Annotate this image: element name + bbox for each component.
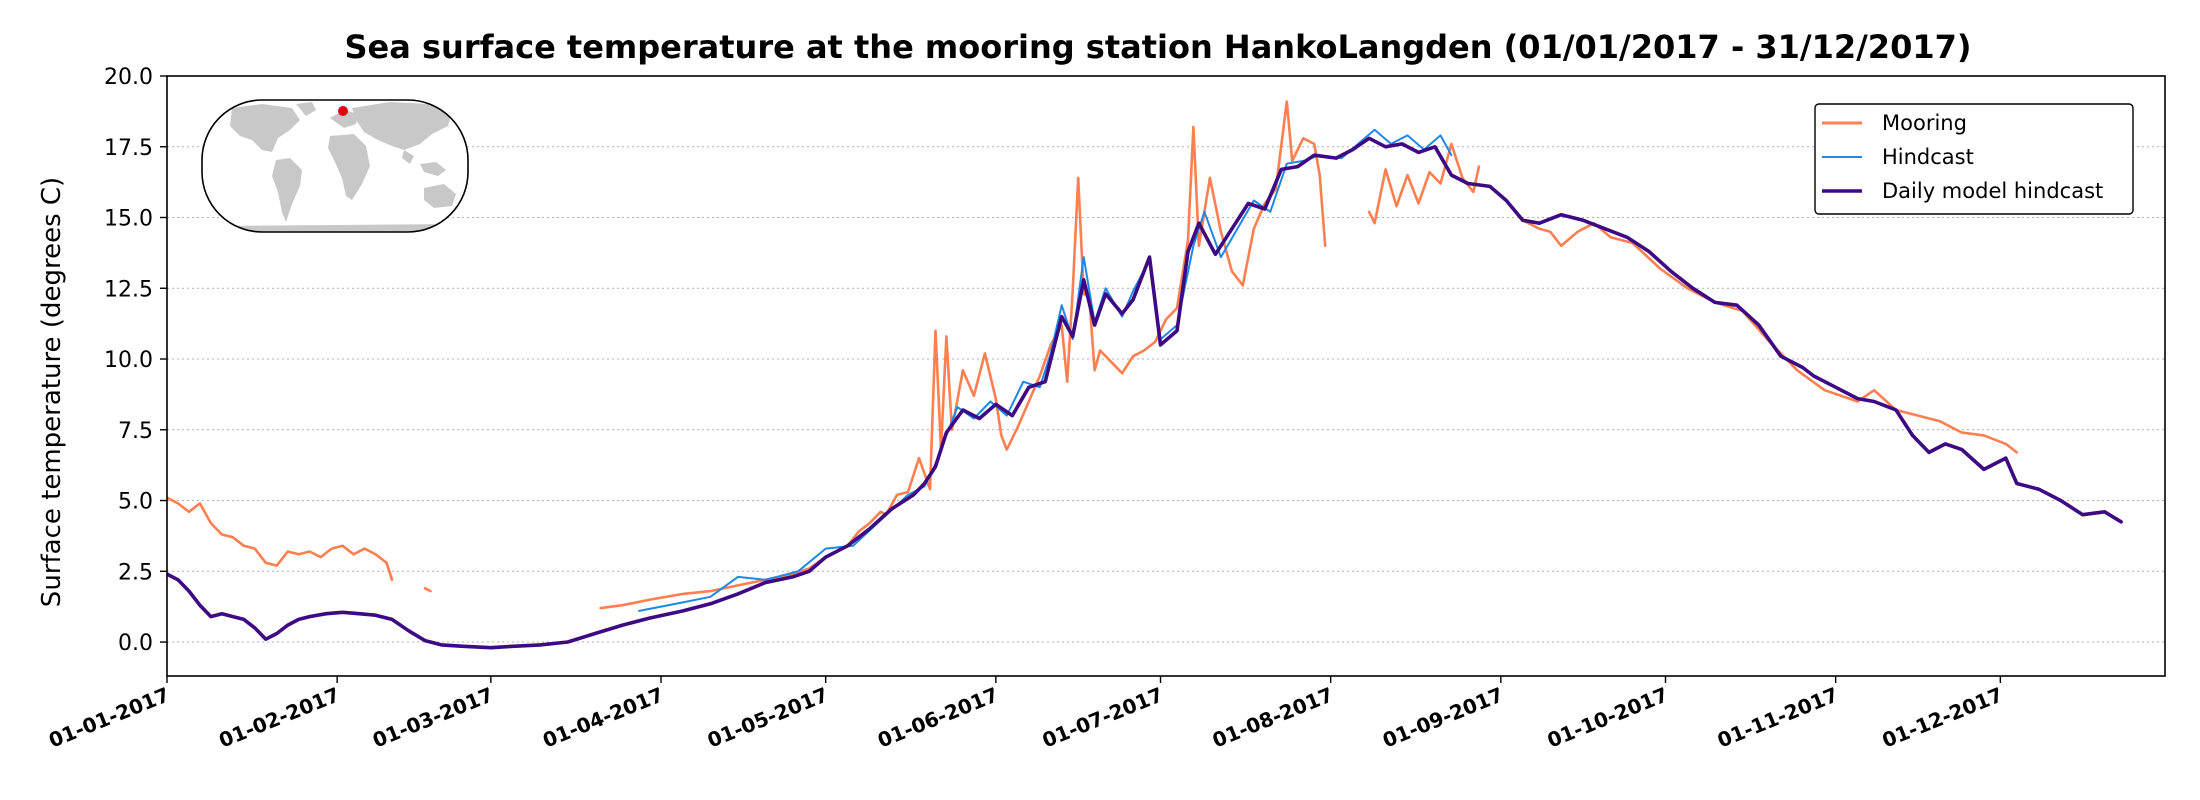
y-tick-label: 7.5 bbox=[118, 419, 153, 444]
chart-title: Sea surface temperature at the mooring s… bbox=[345, 28, 1972, 66]
x-tick-label: 01-09-2017 bbox=[1379, 682, 1507, 752]
y-tick-label: 20.0 bbox=[104, 65, 153, 90]
y-tick-label: 2.5 bbox=[118, 560, 153, 585]
x-tick-label: 01-01-2017 bbox=[45, 682, 173, 752]
y-axis-label: Surface temperature (degrees C) bbox=[37, 177, 67, 607]
world-map-inset bbox=[201, 99, 469, 233]
x-tick-label: 01-11-2017 bbox=[1714, 682, 1842, 752]
series-layer bbox=[167, 100, 2123, 650]
legend-label-daily-model-hindcast: Daily model hindcast bbox=[1882, 179, 2103, 203]
x-tick-label: 01-10-2017 bbox=[1544, 682, 1672, 752]
x-tick-label: 01-05-2017 bbox=[704, 682, 832, 752]
x-tick-label: 01-03-2017 bbox=[369, 682, 497, 752]
station-marker bbox=[338, 106, 348, 116]
x-tick-label: 01-02-2017 bbox=[215, 682, 343, 752]
y-tick-label: 5.0 bbox=[118, 490, 153, 515]
y-tick-label: 17.5 bbox=[104, 136, 153, 161]
series-line-daily-model-hindcast bbox=[167, 136, 2123, 650]
plot-frame bbox=[166, 75, 2166, 677]
series-line-mooring bbox=[1367, 142, 1481, 225]
legend-box bbox=[1814, 103, 2134, 215]
y-tick-label: 15.0 bbox=[104, 207, 153, 232]
x-tick-label: 01-08-2017 bbox=[1209, 682, 1337, 752]
legend-label-hindcast: Hindcast bbox=[1882, 145, 1974, 169]
legend-label-mooring: Mooring bbox=[1882, 111, 1967, 135]
series-line-mooring bbox=[1521, 219, 2019, 454]
series-line-mooring bbox=[167, 496, 394, 582]
x-tick-label: 01-12-2017 bbox=[1879, 682, 2007, 752]
series-line-mooring bbox=[423, 587, 432, 593]
x-tick-label: 01-06-2017 bbox=[874, 682, 1002, 752]
y-tick-label: 10.0 bbox=[104, 348, 153, 373]
y-axis-ticks: 0.0 2.5 5.0 7.5 10.0 12.5 15.0 17.5 20.0 bbox=[104, 65, 167, 656]
x-tick-label: 01-04-2017 bbox=[539, 682, 667, 752]
y-tick-label: 12.5 bbox=[104, 277, 153, 302]
legend: Mooring Hindcast Daily model hindcast bbox=[1814, 103, 2134, 215]
x-tick-label: 01-07-2017 bbox=[1039, 682, 1167, 752]
y-tick-label: 0.0 bbox=[118, 631, 153, 656]
x-axis-ticks: 01-01-2017 01-02-2017 01-03-2017 01-04-2017… bbox=[45, 676, 2006, 753]
series-line-mooring bbox=[599, 100, 1327, 610]
series-line-hindcast bbox=[638, 128, 1453, 612]
